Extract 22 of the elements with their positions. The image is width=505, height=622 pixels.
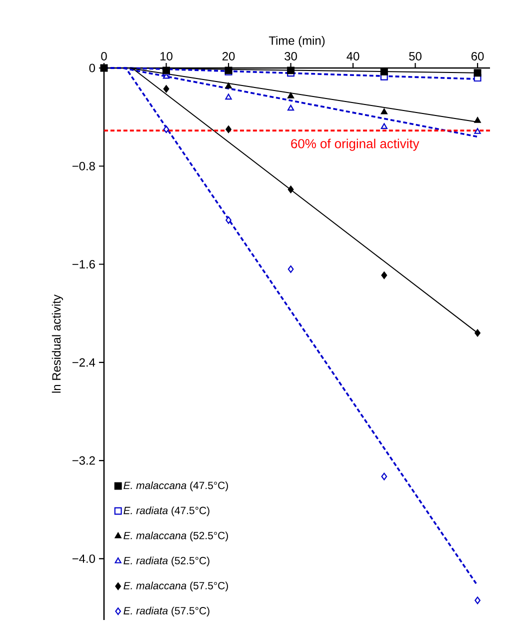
x-tick-label: 30 (284, 52, 297, 60)
y-axis-title: ln Residual activity (52, 294, 64, 393)
x-tick-label: 0 (101, 52, 107, 60)
x-tick-label: 50 (409, 52, 422, 60)
y-tick-label: −4.0 (72, 554, 96, 563)
x-tick-label: 10 (160, 52, 172, 60)
legend-label: E. malaccana (52.5°C) (124, 532, 228, 542)
legend-label: E. malaccana (57.5°C) (124, 582, 228, 592)
y-tick-label: −0.8 (72, 162, 95, 170)
x-axis-title: Time (min) (268, 36, 325, 48)
x-tick-label: 20 (222, 52, 235, 60)
legend-label: E. radiata (52.5°C) (124, 556, 210, 566)
x-tick-label: 60 (472, 52, 484, 60)
legend-label: E. malaccana (47.5°C) (124, 481, 228, 492)
y-tick-label: −2.4 (72, 358, 96, 367)
x-tick-label: 40 (346, 52, 360, 60)
y-tick-label: 0 (89, 64, 96, 72)
legend-label: E. radiata (47.5°C) (124, 506, 210, 516)
y-tick-label: −3.2 (72, 456, 95, 465)
legend-label: E. radiata (57.5°C) (124, 606, 210, 616)
y-tick-label: −1.6 (72, 260, 95, 268)
ref-line-label: 60% of original activity (291, 138, 420, 151)
